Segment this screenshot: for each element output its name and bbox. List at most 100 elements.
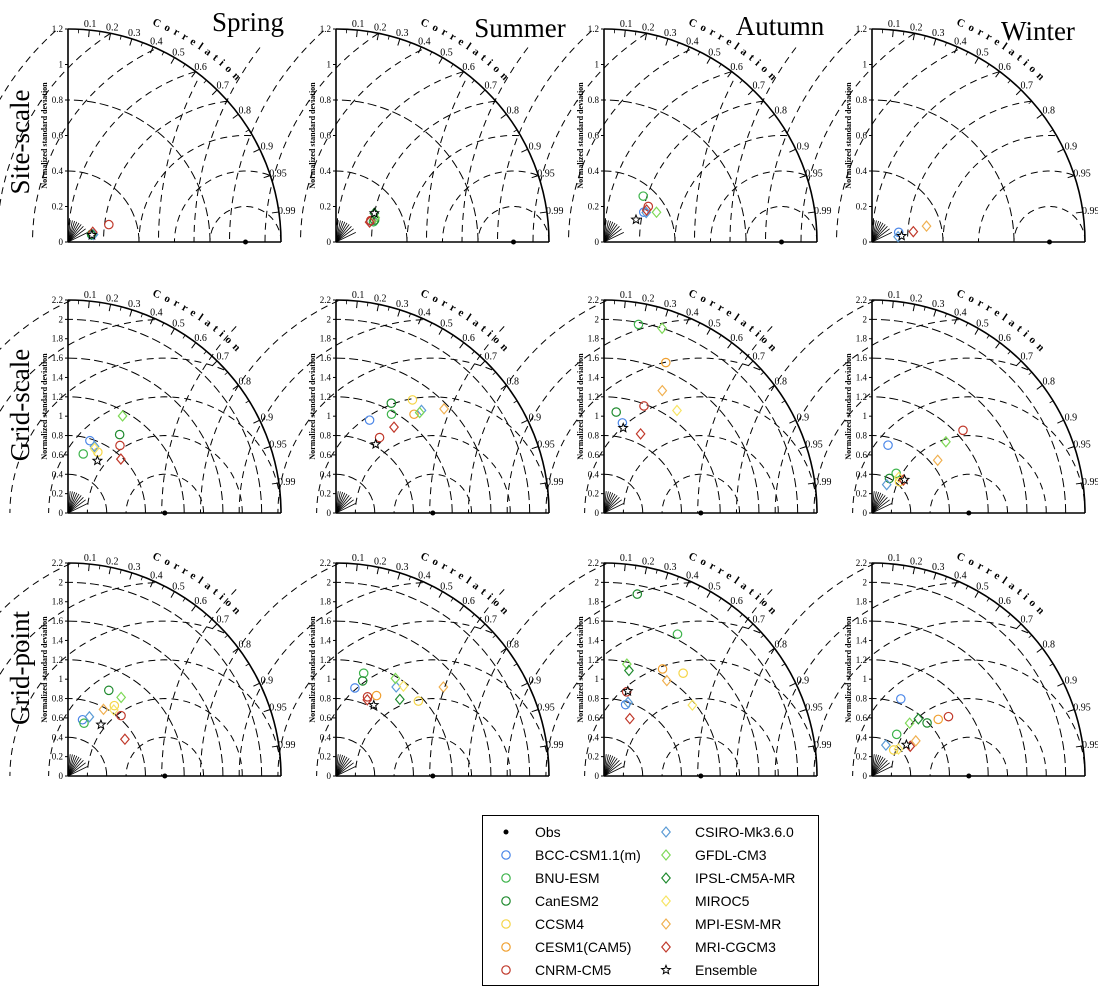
origin-fan	[871, 492, 882, 514]
point-canesm2	[386, 398, 397, 408]
rms-arc	[0, 582, 155, 676]
corr-minor-tick	[739, 79, 743, 84]
origin-fan	[603, 503, 624, 514]
point-cnrm-cm5	[639, 401, 649, 411]
point-bnu-esm	[638, 191, 649, 201]
point-mpi-esm-mr	[932, 454, 943, 467]
corr-minor-tick	[534, 175, 539, 178]
rms-arc	[406, 135, 520, 242]
legend-marker-circle	[501, 896, 511, 906]
point-obs	[779, 239, 784, 245]
corr-tick	[211, 360, 218, 367]
origin-fan	[603, 492, 614, 514]
corr-tick-label: 0.95	[1073, 703, 1091, 714]
point-csiro-mk3-6-0	[880, 739, 891, 752]
corr-minor-tick	[697, 585, 701, 590]
rms-arc	[9, 620, 225, 777]
corr-tick-label: 0.1	[352, 290, 365, 301]
point-ccsm4	[407, 395, 418, 405]
point-cnrm-cm5	[362, 692, 373, 702]
origin-fan	[871, 232, 892, 243]
corr-tick	[995, 71, 1001, 78]
corr-minor-tick	[676, 42, 679, 47]
point-bnu-esm	[891, 729, 902, 740]
point-obs	[511, 239, 516, 245]
sd-arc	[603, 318, 799, 514]
corr-minor-tick	[697, 51, 701, 56]
corr-minor-tick	[387, 569, 390, 574]
sd-tick-label: 1.2	[320, 392, 331, 402]
sd-tick-label: 0.4	[856, 732, 868, 742]
corr-tick-label: 0.8	[239, 377, 252, 388]
corr-tick-label: 0.1	[620, 553, 633, 564]
corr-minor-tick	[513, 400, 518, 404]
corr-tick	[397, 572, 401, 580]
corr-tick	[479, 623, 486, 630]
corr-tick	[912, 304, 916, 312]
corr-tick-label: 0.4	[954, 307, 967, 318]
point-obs	[966, 773, 972, 779]
taylor-panel-grid-scale-spring: 0.1 0.20.30.40.50.60.70.80.90.950.99C o r…	[0, 287, 296, 518]
corr-tick-label: 0.95	[805, 169, 823, 180]
sd-arc	[335, 396, 453, 514]
sd-arc	[871, 581, 1067, 777]
origin-fan	[603, 760, 620, 777]
y-axis-title: Normalized standard deviation	[576, 353, 585, 460]
point-gfdl-cm3	[657, 322, 668, 335]
corr-tick	[232, 113, 239, 119]
corr-tick	[727, 605, 733, 612]
point-obs	[430, 510, 436, 516]
corr-tick-label: 0.8	[775, 640, 788, 651]
outer-arc	[67, 28, 282, 243]
taylor-panel-site-scale-spring: 0.1 0.20.30.40.50.60.70.80.90.950.99C o r…	[0, 16, 296, 247]
corr-tick-label: 0.1	[84, 19, 97, 30]
row-label-grid-scale: Grid-scale	[5, 349, 35, 461]
sd-arc	[335, 99, 479, 243]
rms-arc	[335, 71, 464, 243]
sd-tick-label: 0.8	[588, 431, 600, 441]
rms-arc	[277, 357, 493, 514]
legend-label: CCSM4	[535, 916, 585, 932]
sd-tick-label: 0	[59, 771, 64, 781]
point-canesm2	[103, 685, 114, 696]
corr-tick-label: 0.9	[1065, 142, 1078, 153]
rms-arc	[0, 33, 111, 208]
corr-tick-label: 0.3	[396, 28, 409, 39]
origin-fan	[603, 224, 618, 243]
rms-arc	[890, 697, 1047, 777]
corr-tick	[539, 482, 547, 485]
corr-tick-label: 0.7	[216, 352, 229, 363]
rms-arc	[354, 434, 511, 514]
sd-tick-label: 1.2	[52, 392, 63, 402]
origin-fan	[871, 755, 882, 777]
corr-minor-tick	[534, 446, 539, 449]
sd-tick-label: 1.8	[856, 597, 868, 607]
origin-fan	[603, 228, 622, 243]
corr-tick-label: 0.4	[418, 307, 431, 318]
sd-tick-label: 0	[59, 508, 64, 518]
point-cnrm-cm5	[621, 687, 632, 697]
corr-tick	[974, 591, 979, 598]
point-obs	[430, 773, 436, 779]
corr-minor-tick	[760, 371, 765, 376]
taylor-panels: 0.1 0.20.30.40.50.60.70.80.90.950.99C o r…	[0, 16, 1098, 781]
rms-arc	[229, 30, 324, 243]
corr-tick	[933, 309, 937, 317]
corr-minor-tick	[634, 302, 637, 307]
sd-tick-label: 1	[59, 674, 64, 684]
corr-tick-label: 0.7	[752, 352, 765, 363]
corr-tick-label: 0.99	[814, 740, 832, 751]
sd-arc	[871, 357, 1028, 514]
corr-tick-label: 0.6	[998, 596, 1011, 607]
point-bcc-csm1-1-m-	[883, 440, 893, 450]
legend-label: CSIRO-Mk3.6.0	[695, 824, 794, 840]
rms-arc	[774, 319, 959, 513]
y-axis-title: Normalized standard deviation	[308, 353, 317, 460]
rms-arc	[200, 563, 339, 776]
origin-fan	[603, 756, 616, 777]
rms-arc	[942, 135, 1056, 242]
origin-fan	[871, 756, 884, 777]
corr-tick	[1057, 148, 1064, 153]
sd-tick-label: 1.6	[856, 353, 868, 363]
corr-tick	[1036, 647, 1043, 653]
